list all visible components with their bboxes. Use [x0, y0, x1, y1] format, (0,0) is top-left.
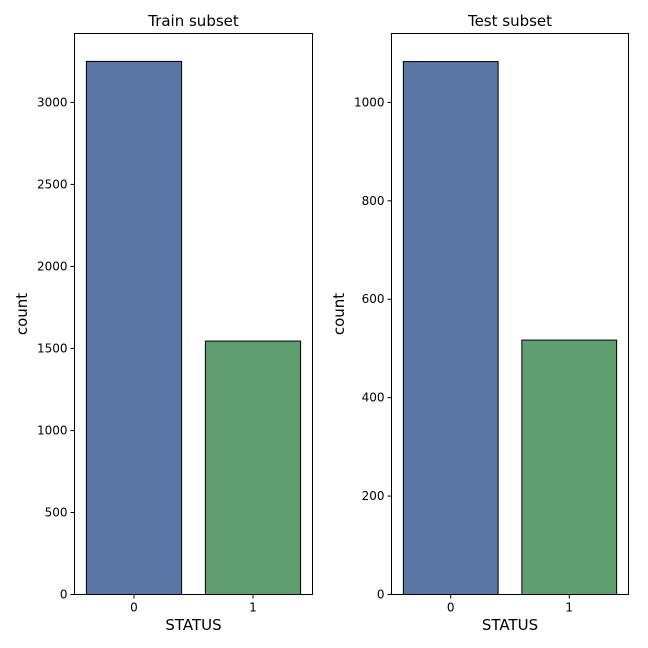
- test-bars: [402, 61, 618, 596]
- train-x-tick-label: 0: [130, 601, 138, 615]
- train-x-axis-label: STATUS: [165, 616, 221, 634]
- test-y-axis-ticks: 0 200 400 600 800 1000: [354, 95, 392, 602]
- train-bars: [85, 60, 302, 595]
- train-y-tick-label: 1000: [37, 423, 68, 437]
- train-x-tick-label: 1: [249, 601, 257, 615]
- test-bar-1: [521, 339, 618, 595]
- test-y-tick-label: 400: [362, 391, 385, 405]
- test-y-tick-label: 800: [362, 194, 385, 208]
- test-y-axis-label: count: [330, 293, 348, 335]
- test-y-tick-label: 1000: [354, 95, 385, 109]
- test-y-tick-label: 0: [377, 588, 385, 602]
- test-y-tick-label: 200: [362, 489, 385, 503]
- train-bar-1: [204, 340, 302, 595]
- test-bar-0: [402, 61, 499, 596]
- train-y-tick-label: 1500: [37, 341, 68, 355]
- test-plot-frame: [391, 33, 629, 595]
- train-y-tick-label: 3000: [37, 95, 68, 109]
- train-y-axis-ticks: 0 500 1000 1500 2000 2500 3000: [37, 95, 75, 602]
- test-chart-title: Test subset: [467, 12, 552, 30]
- test-y-tick-label: 600: [362, 292, 385, 306]
- test-x-axis-label: STATUS: [482, 616, 538, 634]
- train-y-tick-label: 500: [45, 505, 68, 519]
- train-bar-0: [85, 60, 183, 595]
- train-y-tick-label: 2500: [37, 177, 68, 191]
- train-chart-title: Train subset: [147, 12, 239, 30]
- train-y-axis-label: count: [13, 293, 31, 335]
- train-y-tick-label: 2000: [37, 259, 68, 273]
- test-x-tick-label: 0: [447, 601, 455, 615]
- train-plot-frame: [74, 33, 313, 595]
- test-x-tick-label: 1: [565, 601, 573, 615]
- train-y-tick-label: 0: [60, 588, 68, 602]
